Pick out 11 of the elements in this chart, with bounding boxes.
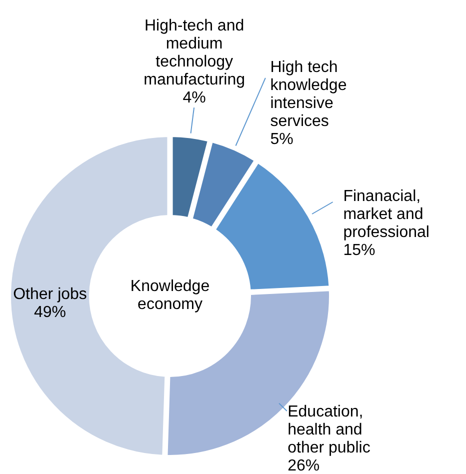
slice-label: Finanacial, market and professional (343, 188, 430, 241)
slice-label: High-tech and medium technology manufacturing (144, 18, 245, 89)
data-label: 49% (34, 304, 66, 322)
slice-label: High tech knowledge intensive services (270, 58, 347, 130)
slice-label: Other jobs (13, 286, 87, 304)
slice-label: Education, health and other public (288, 404, 370, 457)
data-label: 5% (270, 130, 294, 148)
data-label: 26% (288, 458, 320, 474)
text: Knowledge economy (130, 278, 210, 313)
data-label: 15% (343, 242, 376, 259)
data-label: 4% (182, 90, 206, 107)
